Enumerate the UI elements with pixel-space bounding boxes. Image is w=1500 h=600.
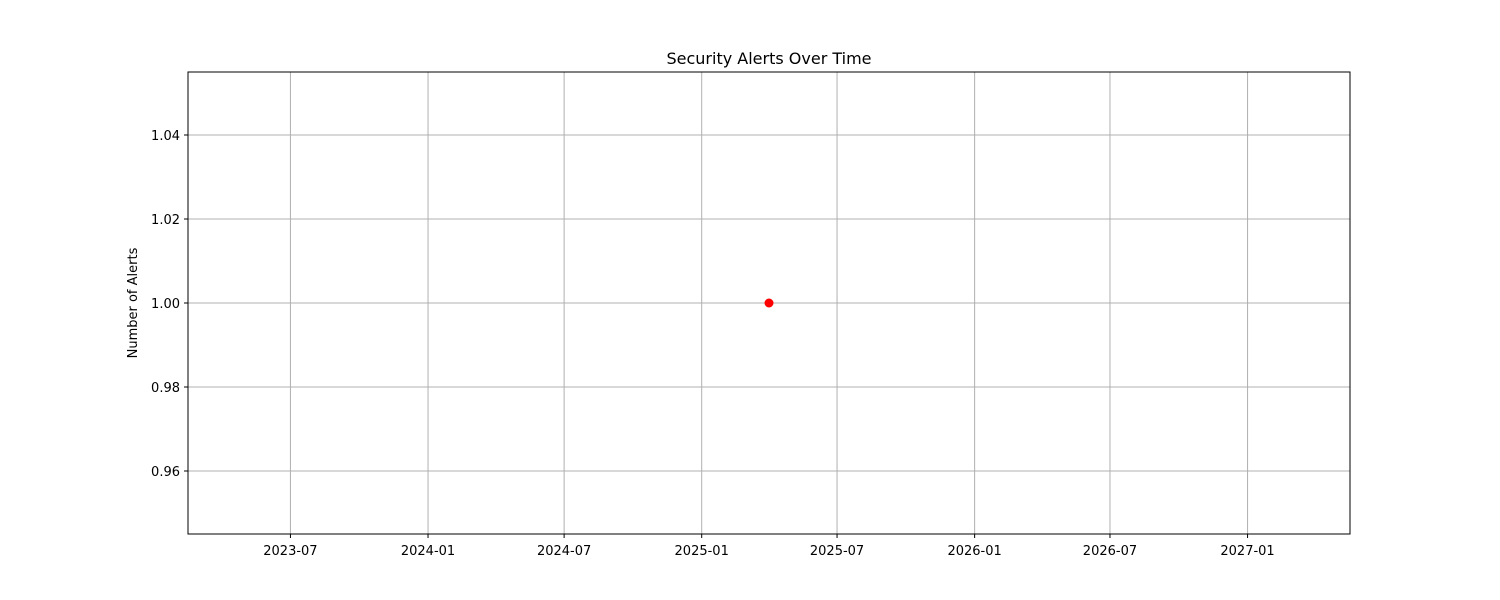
data-points [764, 298, 774, 308]
y-tick-label: 1.04 [151, 129, 180, 144]
grid [188, 72, 1350, 534]
x-tick-label: 2024-01 [401, 544, 455, 559]
y-axis-label: Number of Alerts [126, 247, 141, 358]
x-tick-label: 2027-01 [1220, 544, 1274, 559]
y-tick-label: 1.00 [151, 297, 180, 312]
chart-title: Security Alerts Over Time [666, 49, 871, 68]
plot-area-frame [187, 71, 1351, 535]
data-point [764, 298, 774, 308]
x-tick-label: 2026-07 [1083, 544, 1137, 559]
x-tick-label: 2026-01 [947, 544, 1001, 559]
y-tick-label: 0.96 [151, 465, 180, 480]
x-tick-label: 2023-07 [263, 544, 317, 559]
y-tick-label: 0.98 [151, 381, 180, 396]
x-tick-label: 2024-07 [537, 544, 591, 559]
x-tick-label: 2025-07 [810, 544, 864, 559]
axis-ticks: 2023-07 2024-01 2024-07 2025-01 2025-07 2026-… [151, 129, 1275, 559]
y-tick-label: 1.02 [151, 213, 180, 228]
x-tick-label: 2025-01 [675, 544, 729, 559]
